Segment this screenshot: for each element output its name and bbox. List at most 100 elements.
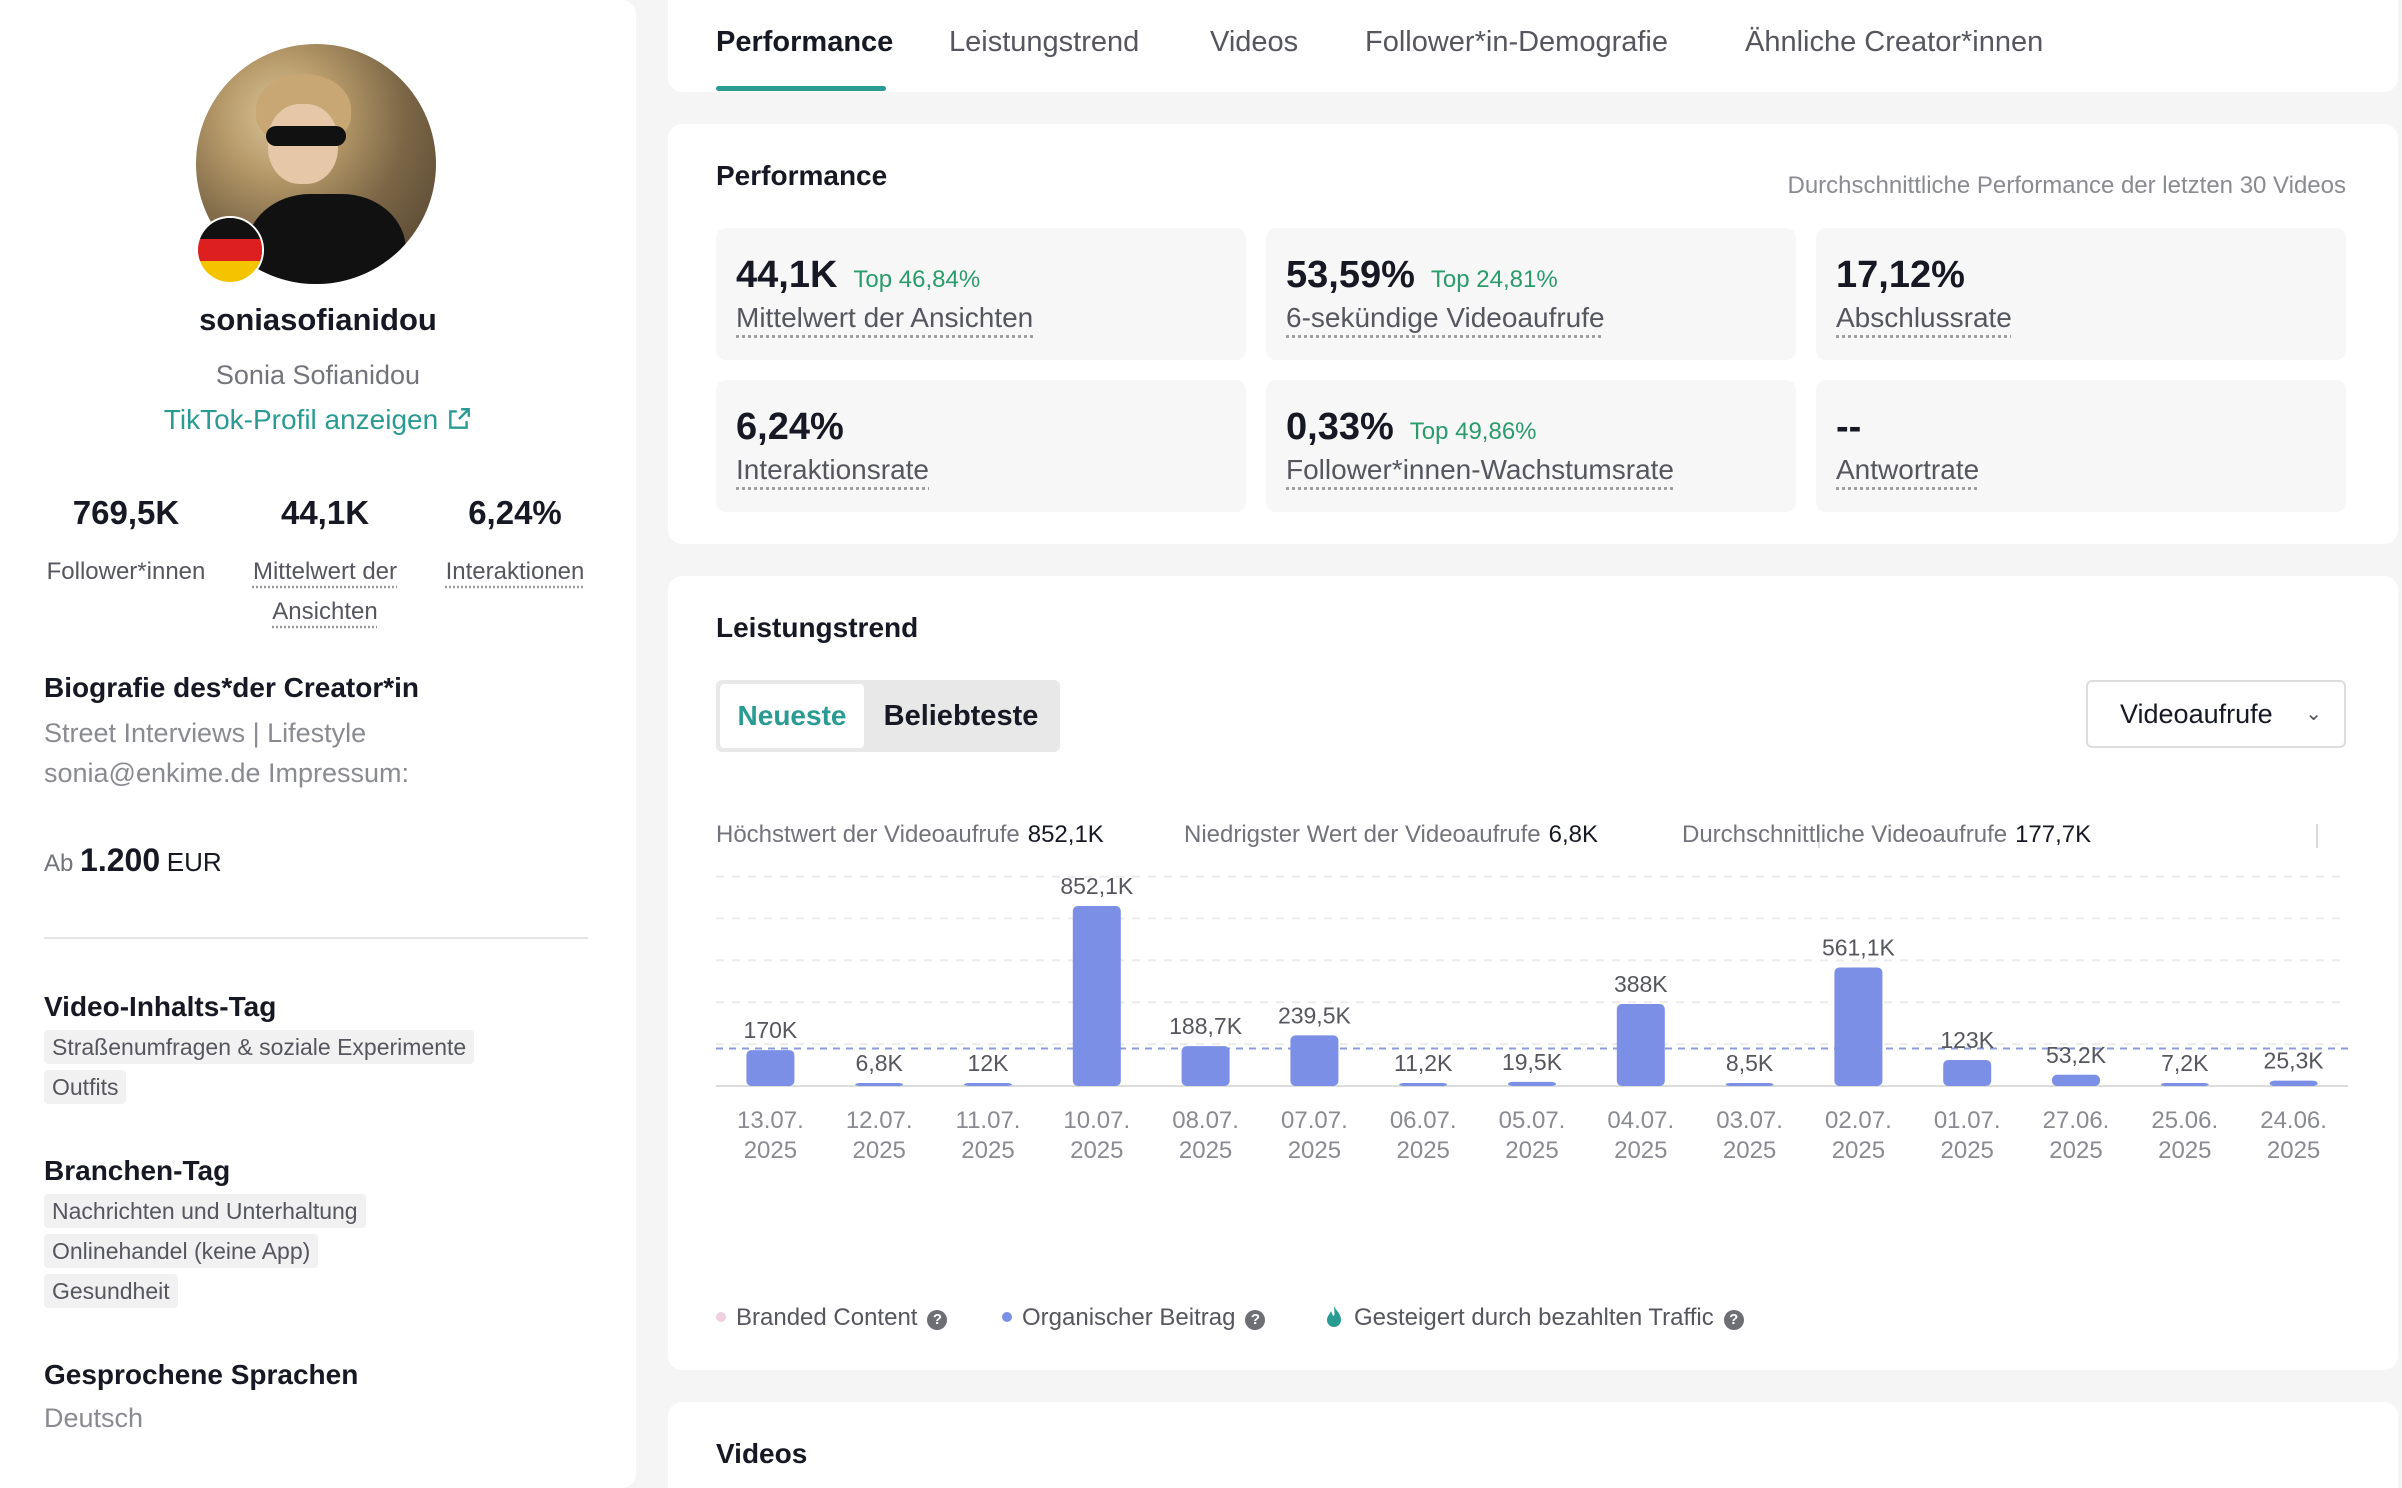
bar-value-label: 11,2K <box>1394 1050 1453 1076</box>
bio-title: Biografie des*der Creator*in <box>44 672 419 703</box>
tab-bar: Performance Leistungstrend Videos Follow… <box>668 0 2398 92</box>
tab-performance[interactable]: Performance <box>716 26 894 58</box>
x-tick-label: 11.07. <box>956 1107 1021 1134</box>
price-prefix: Ab <box>44 850 74 877</box>
x-tick-label: 03.07. <box>1716 1107 1783 1134</box>
x-tick-label: 05.07. <box>1499 1107 1566 1134</box>
stat-avg-views: 44,1K Mittelwert der Ansichten <box>240 494 410 632</box>
metric-label[interactable]: Abschlussrate <box>1836 302 2012 333</box>
metric-value: 44,1K <box>736 254 838 296</box>
metric-label[interactable]: 6-sekündige Videoaufrufe <box>1286 302 1605 333</box>
legend-dot <box>716 1312 726 1322</box>
industry-tag: Gesundheit <box>44 1274 178 1308</box>
toggle-popular[interactable]: Beliebteste <box>883 700 1039 732</box>
stat-avg-views-value: 44,1K <box>280 494 370 531</box>
summary-max-label: Höchstwert der Videoaufrufe <box>716 821 1020 848</box>
performance-note: Durchschnittliche Performance der letzte… <box>1787 172 2346 199</box>
content-tag: Outfits <box>44 1070 127 1104</box>
help-icon[interactable]: ? <box>1245 1310 1266 1330</box>
performance-card: Performance Durchschnittliche Performanc… <box>668 124 2398 544</box>
metric-label[interactable]: Follower*innen-Wachstumsrate <box>1286 454 1674 485</box>
metric-value: 53,59% <box>1286 254 1415 296</box>
tab-videos[interactable]: Videos <box>1210 26 1299 58</box>
x-tick-label: 13.07. <box>737 1107 804 1134</box>
sort-toggle: Neueste Beliebteste <box>716 680 1060 752</box>
metric-value: 6,24% <box>736 406 844 448</box>
stat-followers-label: Follower*innen <box>46 558 206 585</box>
flame-icon <box>1327 1306 1341 1327</box>
x-tick-label: 04.07. <box>1607 1107 1674 1134</box>
summary-max-value: 852,1K <box>1027 821 1104 848</box>
separator <box>1818 824 1820 848</box>
username: soniasofianidou <box>199 302 437 337</box>
metric-label[interactable]: Mittelwert der Ansichten <box>736 302 1034 333</box>
metric-value: -- <box>1836 406 1862 448</box>
videos-card: Videos <box>668 1402 2398 1488</box>
chart-bar <box>1290 1035 1339 1086</box>
legend-branded: Branded Content? <box>716 1304 948 1332</box>
metric-card: 53,59% Top 24,81% 6-sekündige Videoaufruf… <box>1266 228 1796 360</box>
metric-label[interactable]: Interaktionsrate <box>736 454 929 485</box>
tab-follower-demografie[interactable]: Follower*in-Demografie <box>1365 26 1668 58</box>
summary-max: Höchstwert der Videoaufrufe 852,1K <box>716 821 1104 849</box>
chart-bar <box>2269 1080 2318 1086</box>
chart-bar <box>1834 967 1883 1086</box>
tab-aehnliche-creator[interactable]: Ähnliche Creator*innen <box>1745 26 2044 58</box>
x-tick-label: 27.06. <box>2043 1107 2110 1134</box>
tab-leistungstrend[interactable]: Leistungstrend <box>949 26 1140 58</box>
content-tag-title: Video-Inhalts-Tag <box>44 991 277 1022</box>
chart-bar <box>1181 1046 1230 1086</box>
chart-bar <box>746 1050 795 1086</box>
languages-title: Gesprochene Sprachen <box>44 1359 359 1390</box>
x-tick-label: 25.06. <box>2151 1107 2218 1134</box>
x-tick-label: 2025 <box>2158 1137 2211 1164</box>
tiktok-profile-link[interactable]: TikTok-Profil anzeigen <box>0 404 636 436</box>
summary-min-value: 6,8K <box>1548 821 1598 848</box>
chart-bar <box>1616 1004 1665 1086</box>
separator <box>2316 824 2318 848</box>
germany-flag-icon <box>196 216 264 284</box>
metric-label[interactable]: Antwortrate <box>1836 454 1980 485</box>
metric-card: 0,33% Top 49,86% Follower*innen-Wachstums… <box>1266 380 1796 512</box>
metric-card: 44,1K Top 46,84% Mittelwert der Ansichten <box>716 228 1246 360</box>
metric-select[interactable]: Videoaufrufe ⌄ <box>2086 680 2346 748</box>
summary-avg-value: 177,7K <box>2015 821 2092 848</box>
toggle-newest[interactable]: Neueste <box>720 684 864 748</box>
chart-bar <box>855 1083 904 1086</box>
stat-followers: 769,5K Follower*innen <box>44 494 208 592</box>
chart-bar <box>1508 1081 1556 1086</box>
x-tick-label: 2025 <box>1832 1137 1885 1164</box>
chart-bar <box>1943 1060 1992 1086</box>
x-tick-label: 01.07. <box>1934 1107 2001 1134</box>
stat-interactions-label[interactable]: Interaktionen <box>445 558 585 585</box>
x-tick-label: 2025 <box>1288 1137 1341 1164</box>
views-bar-chart: 170K 13.07. 2025 6,8K 12.07. 2025 12K 11.07. 202… <box>716 873 2348 1164</box>
chart-bar <box>2160 1083 2209 1086</box>
legend-label: Gesteigert durch bezahlten Traffic <box>1354 1304 1714 1331</box>
chart-bar <box>964 1083 1012 1086</box>
help-icon[interactable]: ? <box>927 1310 948 1330</box>
videos-title: Videos <box>716 1438 808 1469</box>
metric-card: -- Antwortrate <box>1816 380 2346 512</box>
summary-min-label: Niedrigster Wert der Videoaufrufe <box>1184 821 1541 848</box>
tiktok-profile-link-label: TikTok-Profil anzeigen <box>163 404 439 435</box>
x-tick-label: 07.07. <box>1281 1107 1348 1134</box>
stat-avg-views-label[interactable]: Mittelwert der Ansichten <box>252 558 398 625</box>
x-tick-label: 2025 <box>1505 1137 1558 1164</box>
help-icon[interactable]: ? <box>1723 1310 1744 1330</box>
price-value: 1.200 <box>80 842 161 878</box>
legend-dot <box>1002 1312 1012 1322</box>
bar-value-label: 170K <box>744 1017 798 1043</box>
metric-card: 17,12% Abschlussrate <box>1816 228 2346 360</box>
bar-value-label: 239,5K <box>1278 1002 1352 1028</box>
price-currency: EUR <box>166 847 222 877</box>
content-tag: Straßenumfragen & soziale Experimente <box>44 1030 475 1064</box>
x-tick-label: 2025 <box>1614 1137 1667 1164</box>
stat-interactions-value: 6,24% <box>468 494 562 531</box>
price: Ab 1.200 EUR <box>44 842 222 879</box>
bar-value-label: 19,5K <box>1502 1049 1563 1075</box>
bar-value-label: 561,1K <box>1822 934 1896 960</box>
chart-bar <box>2052 1074 2100 1086</box>
x-tick-label: 2025 <box>744 1137 797 1164</box>
x-tick-label: 2025 <box>853 1137 906 1164</box>
